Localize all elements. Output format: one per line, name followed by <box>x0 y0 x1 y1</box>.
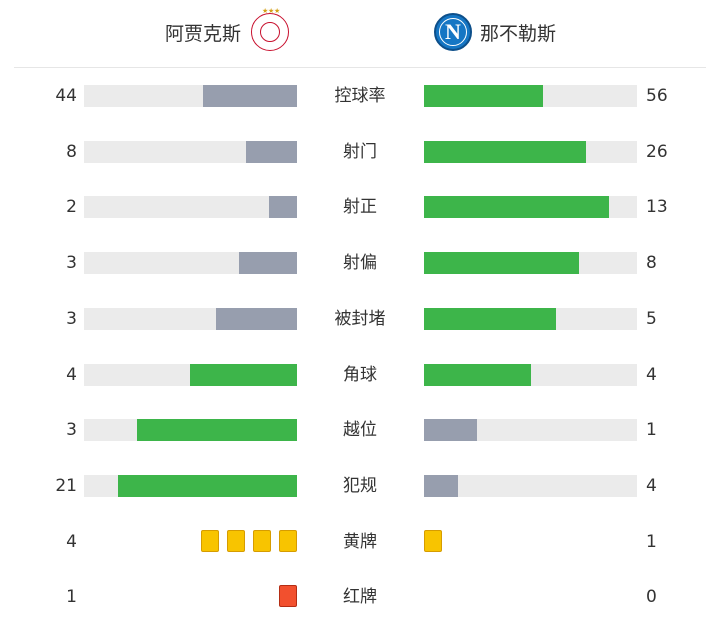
away-team[interactable]: N 那不勒斯 <box>434 12 556 52</box>
yellow-card-icon <box>227 529 245 552</box>
away-stat-bar <box>424 140 637 163</box>
away-stat-fill <box>424 140 586 163</box>
home-stat-fill <box>118 474 297 497</box>
home-stat-fill <box>269 196 297 219</box>
home-stat-value: 2 <box>66 197 77 218</box>
ajax-crest-icon: ★ ★ ★ <box>251 7 290 51</box>
away-team-name: 那不勒斯 <box>480 22 557 45</box>
home-stat-bar <box>84 85 297 107</box>
away-stat-bar <box>424 363 637 386</box>
napoli-crest-icon: N <box>434 13 472 51</box>
card-row: 1 红牌 0 <box>0 582 720 612</box>
away-stat-fill <box>424 419 477 442</box>
away-card-value: 1 <box>646 531 657 552</box>
stat-row: 3 被封堵 5 <box>0 304 720 334</box>
home-stat-fill <box>137 419 297 442</box>
away-stat-value: 13 <box>646 197 668 218</box>
away-stat-bar <box>424 85 637 107</box>
away-stat-fill <box>424 252 579 275</box>
home-stat-bar <box>84 196 297 219</box>
yellow-card-icon <box>279 529 297 552</box>
stat-label: 红牌 <box>343 587 377 608</box>
away-stat-bar <box>424 307 637 330</box>
away-stat-value: 4 <box>646 364 657 385</box>
stat-row: 21 犯规 4 <box>0 471 720 501</box>
home-stat-value: 4 <box>66 364 77 385</box>
away-stat-value: 8 <box>646 253 657 274</box>
away-stat-fill <box>424 85 543 107</box>
away-stat-fill <box>424 363 531 386</box>
home-stat-value: 44 <box>55 86 77 106</box>
home-stat-fill <box>239 252 297 275</box>
home-card-value: 1 <box>66 587 77 608</box>
home-stat-fill <box>190 363 297 386</box>
away-stat-bar <box>424 419 637 442</box>
stat-row: 8 射门 26 <box>0 137 720 167</box>
stat-label: 越位 <box>343 420 377 441</box>
header-divider <box>14 67 706 68</box>
card-row: 4 黄牌 1 <box>0 527 720 557</box>
home-stat-value: 3 <box>66 420 77 441</box>
away-stat-fill <box>424 307 556 330</box>
home-card-value: 4 <box>66 531 77 552</box>
yellow-card-icon <box>201 529 219 552</box>
stat-label: 被封堵 <box>334 308 386 329</box>
stat-label: 犯规 <box>343 475 377 496</box>
away-stat-fill <box>424 196 609 219</box>
away-card-value: 0 <box>646 587 657 608</box>
stat-label: 射门 <box>343 141 377 162</box>
home-stat-fill <box>246 140 297 163</box>
away-stat-value: 56 <box>646 86 668 106</box>
stat-label: 射正 <box>343 197 377 218</box>
away-stat-bar <box>424 252 637 275</box>
stat-label: 控球率 <box>334 86 386 106</box>
stat-row: 2 射正 13 <box>0 192 720 222</box>
home-stat-fill <box>216 307 297 330</box>
away-stat-value: 4 <box>646 475 657 496</box>
away-stat-value: 5 <box>646 308 657 329</box>
home-stat-bar <box>84 474 297 497</box>
home-stat-value: 3 <box>66 308 77 329</box>
home-team-name: 阿贾克斯 <box>165 22 242 45</box>
match-header: 阿贾克斯 ★ ★ ★ N 那不勒斯 <box>0 0 720 68</box>
home-stat-bar <box>84 307 297 330</box>
away-stat-value: 26 <box>646 141 668 162</box>
stat-row: 3 越位 1 <box>0 415 720 445</box>
stat-label: 角球 <box>343 364 377 385</box>
yellow-card-icon <box>424 529 442 552</box>
home-stat-bar <box>84 140 297 163</box>
home-stat-fill <box>203 85 297 107</box>
away-stat-value: 1 <box>646 420 657 441</box>
home-cards <box>275 585 297 608</box>
away-cards <box>424 529 446 552</box>
away-stat-bar <box>424 196 637 219</box>
home-team[interactable]: 阿贾克斯 ★ ★ ★ <box>165 7 290 52</box>
stat-label: 射偏 <box>343 253 377 274</box>
home-stat-value: 21 <box>55 475 77 496</box>
away-stat-fill <box>424 474 458 497</box>
away-stat-bar <box>424 474 637 497</box>
home-stat-value: 8 <box>66 141 77 162</box>
stat-row: 4 角球 4 <box>0 360 720 390</box>
home-stat-bar <box>84 252 297 275</box>
home-cards <box>197 529 297 552</box>
red-card-icon <box>279 585 297 608</box>
home-stat-bar <box>84 419 297 442</box>
stat-row: 44 控球率 56 <box>0 81 720 111</box>
yellow-card-icon <box>253 529 271 552</box>
home-stat-value: 3 <box>66 253 77 274</box>
stat-label: 黄牌 <box>343 531 377 552</box>
stat-row: 3 射偏 8 <box>0 248 720 278</box>
home-stat-bar <box>84 363 297 386</box>
